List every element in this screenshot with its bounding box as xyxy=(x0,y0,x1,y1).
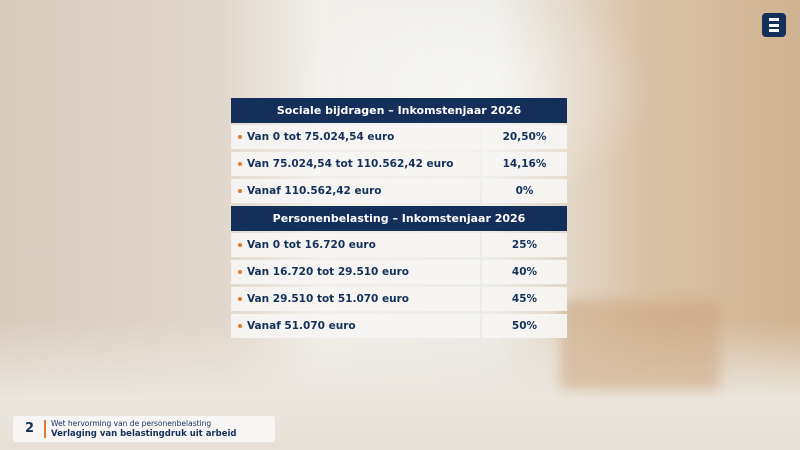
rate: 25% xyxy=(482,233,567,257)
rate: 0% xyxy=(482,179,567,203)
table-row: Van 16.720 tot 29.510 euro 40% xyxy=(231,260,567,284)
table-row: Van 29.510 tot 51.070 euro 45% xyxy=(231,287,567,311)
table-row: Van 0 tot 16.720 euro 25% xyxy=(231,233,567,257)
logo xyxy=(762,13,786,37)
income-bracket: Van 29.510 tot 51.070 euro xyxy=(231,287,480,311)
rate: 40% xyxy=(482,260,567,284)
table-row: Van 0 tot 75.024,54 euro 20,50% xyxy=(231,125,567,149)
table-header: Sociale bijdragen – Inkomstenjaar 2026 xyxy=(231,98,567,123)
slide-number: 2 xyxy=(25,421,35,436)
background-desk xyxy=(560,300,720,390)
footer-title: Verlaging van belastingdruk uit arbeid xyxy=(51,429,237,439)
income-bracket: Van 0 tot 75.024,54 euro xyxy=(231,125,480,149)
table-row: Vanaf 51.070 euro 50% xyxy=(231,314,567,338)
table-row: Vanaf 110.562,42 euro 0% xyxy=(231,179,567,203)
table: Personenbelasting – Inkomstenjaar 2026 Va… xyxy=(231,206,567,341)
footer-subtitle: Wet hervorming van de personenbelasting xyxy=(51,419,212,428)
footer: 2 Wet hervorming van de personenbelastin… xyxy=(13,416,275,442)
rate: 14,16% xyxy=(482,152,567,176)
rate: 45% xyxy=(482,287,567,311)
table-row: Van 75.024,54 tot 110.562,42 euro 14,16% xyxy=(231,152,567,176)
income-bracket: Van 0 tot 16.720 euro xyxy=(231,233,480,257)
table-header: Personenbelasting – Inkomstenjaar 2026 xyxy=(231,206,567,231)
rate: 20,50% xyxy=(482,125,567,149)
table: Sociale bijdragen – Inkomstenjaar 2026 Va… xyxy=(231,98,567,206)
income-bracket: Van 16.720 tot 29.510 euro xyxy=(231,260,480,284)
footer-accent xyxy=(44,420,46,438)
income-bracket: Vanaf 51.070 euro xyxy=(231,314,480,338)
income-bracket: Vanaf 110.562,42 euro xyxy=(231,179,480,203)
rate: 50% xyxy=(482,314,567,338)
income-bracket: Van 75.024,54 tot 110.562,42 euro xyxy=(231,152,480,176)
